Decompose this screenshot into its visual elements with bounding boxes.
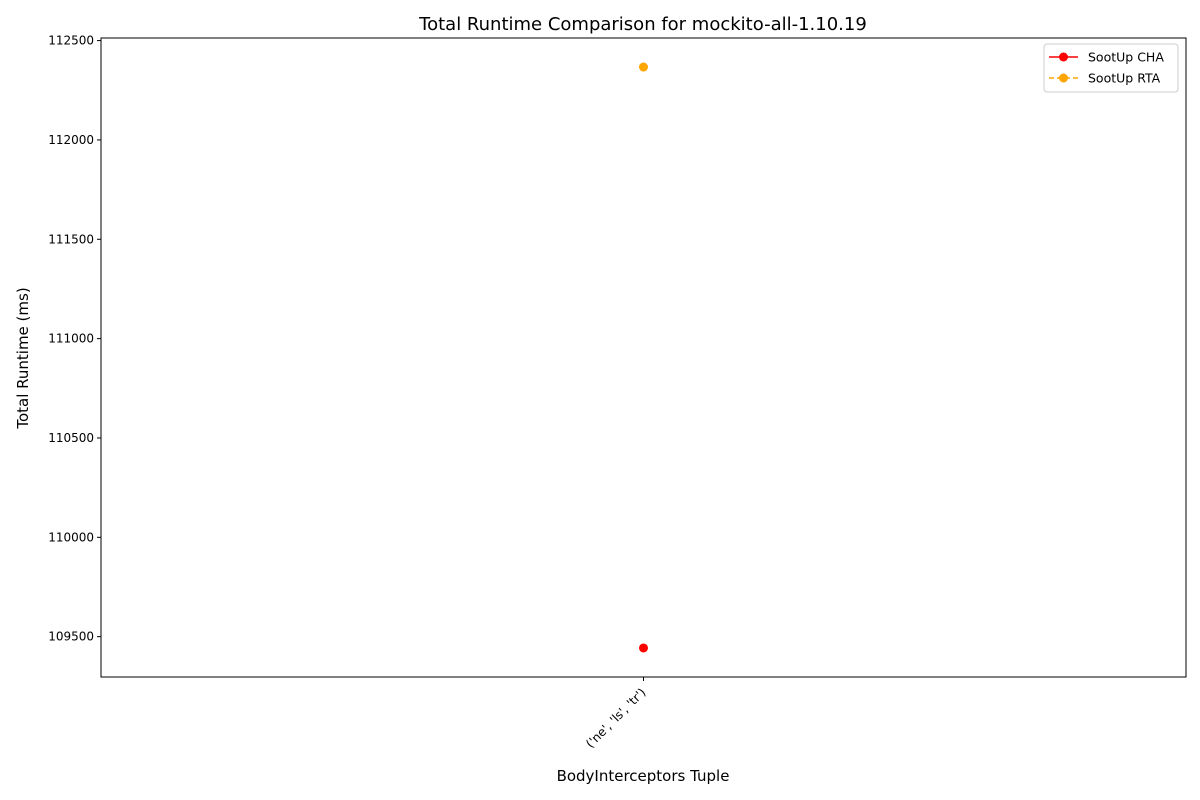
legend-label: SootUp CHA	[1088, 50, 1164, 65]
x-axis-label: BodyInterceptors Tuple	[557, 767, 730, 785]
y-tick-label: 110000	[48, 530, 94, 544]
data-points	[639, 62, 648, 653]
chart-title: Total Runtime Comparison for mockito-all…	[418, 14, 867, 35]
y-tick-label: 112000	[48, 133, 94, 147]
legend: SootUp CHA SootUp RTA	[1043, 43, 1179, 93]
x-axis: ('ne', 'ls', 'tr')	[583, 677, 649, 751]
legend-marker	[1059, 73, 1068, 83]
data-point	[639, 62, 648, 72]
y-tick-label: 110500	[48, 431, 94, 445]
legend-items: SootUp CHA SootUp RTA	[1049, 50, 1164, 86]
y-tick-label: 111000	[48, 332, 94, 346]
legend-label: SootUp RTA	[1088, 71, 1161, 86]
y-tick-label: 111500	[48, 232, 94, 246]
y-axis: 109500 110000 110500 111000 111500 112000 1125…	[48, 34, 101, 644]
legend-box	[1043, 43, 1179, 93]
y-axis-label: Total Runtime (ms)	[14, 287, 32, 429]
legend-marker	[1059, 52, 1068, 62]
data-point	[639, 643, 648, 653]
plot-area	[100, 37, 1187, 678]
x-tick-label: ('ne', 'ls', 'tr')	[583, 685, 649, 751]
y-tick-label: 112500	[48, 34, 94, 48]
y-tick-label: 109500	[48, 630, 94, 644]
